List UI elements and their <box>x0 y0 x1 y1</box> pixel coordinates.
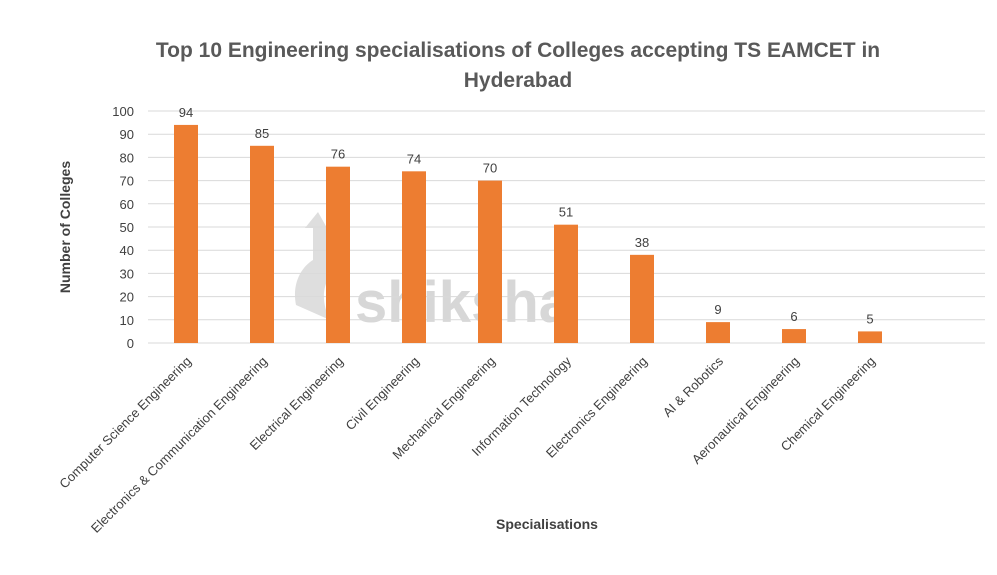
bar <box>402 171 426 343</box>
y-tick-label: 20 <box>120 290 134 305</box>
y-tick-label: 40 <box>120 243 134 258</box>
x-category-label: Civil Engineering <box>343 354 423 434</box>
bar <box>554 224 578 343</box>
data-label: 70 <box>483 161 497 176</box>
y-tick-label: 70 <box>120 174 134 189</box>
bar <box>250 145 274 343</box>
bar <box>478 180 502 343</box>
bar <box>858 331 882 343</box>
data-label: 6 <box>790 309 797 324</box>
watermark-text: shiksha <box>355 270 572 335</box>
y-tick-label: 80 <box>120 150 134 165</box>
data-label: 38 <box>635 235 649 250</box>
data-label: 94 <box>179 105 193 120</box>
y-tick-label: 60 <box>120 197 134 212</box>
chart-title-line-2: Hyderabad <box>464 69 573 92</box>
bar <box>630 254 654 343</box>
x-category-label: Computer Science Engineering <box>56 354 194 492</box>
data-label: 74 <box>407 151 421 166</box>
data-label: 9 <box>714 302 721 317</box>
x-category-label: AI & Robotics <box>660 353 727 420</box>
x-axis-title: Specialisations <box>496 516 598 532</box>
y-tick-label: 90 <box>120 127 134 142</box>
y-tick-label: 0 <box>127 336 134 351</box>
x-category-label: Electronics & Communication Engineering <box>88 354 270 536</box>
y-tick-label: 10 <box>120 313 134 328</box>
bar <box>782 329 806 343</box>
data-label: 76 <box>331 147 345 162</box>
chart-title-line-1: Top 10 Engineering specialisations of Co… <box>156 39 880 62</box>
data-label: 51 <box>559 205 573 220</box>
data-label: 85 <box>255 126 269 141</box>
bar <box>706 322 730 343</box>
bar <box>174 124 198 343</box>
data-label: 5 <box>866 311 873 326</box>
y-tick-label: 50 <box>120 220 134 235</box>
y-tick-label: 30 <box>120 266 134 281</box>
y-axis-title: Number of Colleges <box>57 161 73 293</box>
bar <box>326 166 350 343</box>
y-tick-label: 100 <box>112 104 134 119</box>
